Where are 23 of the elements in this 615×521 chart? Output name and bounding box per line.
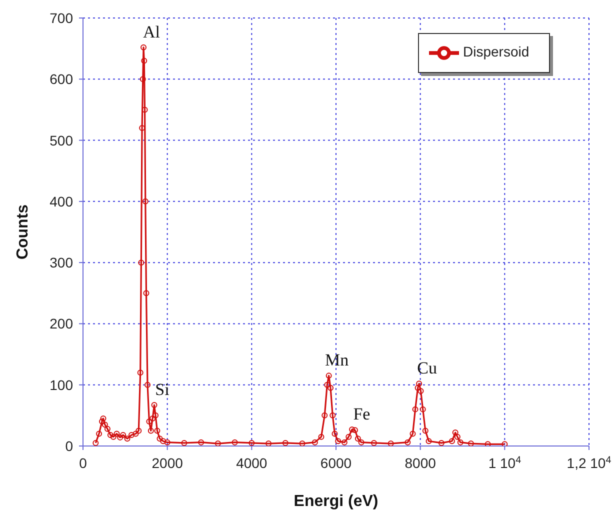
x-tick-label: 1,2 10$^{4}$ xyxy=(566,454,612,471)
x-tick-label: 1 10$^{4}$ xyxy=(488,454,522,471)
x-tick-label: 0 xyxy=(79,455,88,471)
y-tick-label: 200 xyxy=(50,316,74,332)
annotation: Cu xyxy=(417,358,438,378)
annotation: Al xyxy=(143,22,160,42)
x-tick-label: 8000 xyxy=(404,455,436,471)
x-tick-label: 2000 xyxy=(152,455,184,471)
y-tick-label: 700 xyxy=(50,10,74,26)
legend-label: Dispersoid xyxy=(463,44,530,60)
y-tick-label: 0 xyxy=(65,438,74,454)
y-tick-label: 300 xyxy=(50,254,74,271)
y-axis-title: Counts xyxy=(14,204,32,260)
x-tick-label: 4000 xyxy=(236,455,268,471)
y-tick-label: 600 xyxy=(50,71,74,88)
annotation: Mn xyxy=(325,350,350,370)
annotation: Fe xyxy=(353,404,370,424)
y-tick-label: 500 xyxy=(50,132,74,148)
annotation: Si xyxy=(155,380,170,400)
x-axis-title: Energi (eV) xyxy=(294,493,378,510)
x-tick-label: 6000 xyxy=(320,455,352,471)
y-tick-label: 100 xyxy=(50,376,74,393)
y-tick-label: 400 xyxy=(50,193,74,210)
